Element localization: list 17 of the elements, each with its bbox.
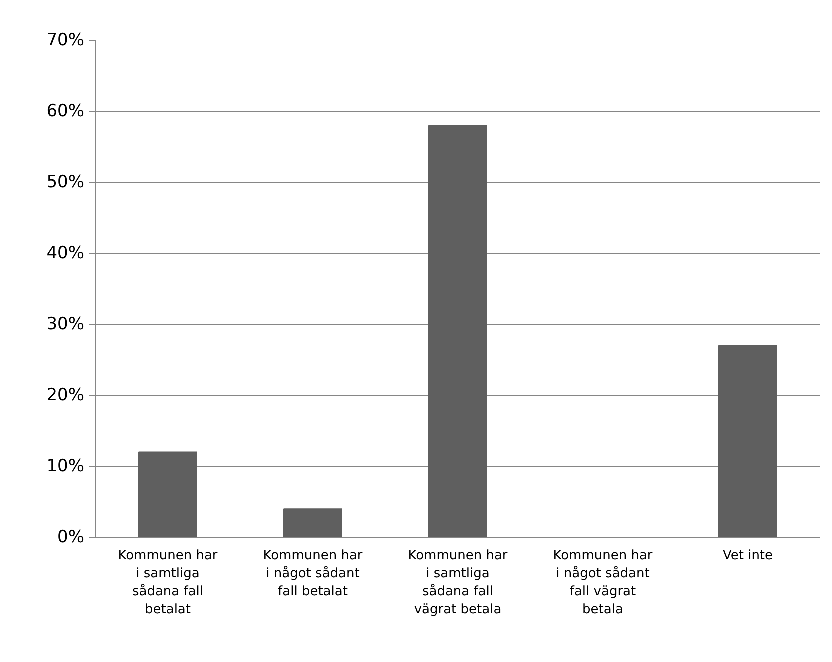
x-tick-label: Kommunen har i något sådant fall vägrat betala xyxy=(553,548,654,618)
x-tick-label: Kommunen har i samtliga sådana fall betalat xyxy=(118,548,218,618)
y-tick-label: 70% xyxy=(46,30,85,50)
y-tick-label: 20% xyxy=(46,386,85,406)
bar xyxy=(428,125,488,538)
y-tick-label: 0% xyxy=(58,528,85,548)
bar xyxy=(138,452,198,538)
x-tick-label: Kommunen har i något sådant fall betalat xyxy=(263,548,364,600)
bar xyxy=(718,345,778,538)
y-tick-label: 50% xyxy=(46,172,85,192)
x-tick-label: Vet inte xyxy=(722,548,774,564)
y-tick-label: 30% xyxy=(46,314,85,334)
x-tick-label: Kommunen har i samtliga sådana fall vägrat betala xyxy=(408,548,508,618)
bar xyxy=(284,508,342,538)
y-tick-label: 10% xyxy=(46,456,85,476)
y-tick-label: 40% xyxy=(46,244,85,264)
y-tick-label: 60% xyxy=(46,102,85,122)
